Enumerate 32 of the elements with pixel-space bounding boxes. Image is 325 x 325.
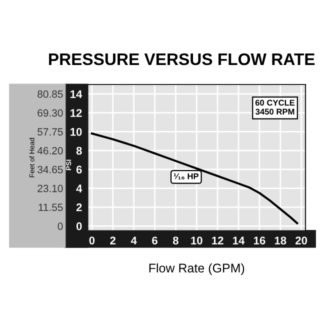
y2-tick-label: 0 [58,222,63,230]
y-tick-label: 14 [70,90,82,98]
x-axis-title: Flow Rate (GPM) [149,263,244,275]
y2-tick-label: 57.75 [38,128,63,136]
y-tick-label: 4 [76,184,82,192]
chart-title: PRESSURE VERSUS FLOW RATE [49,53,315,66]
y-tick-label: 6 [76,166,82,174]
y-tick-label: 0 [76,222,82,230]
y2-tick-label: 11.55 [38,204,63,212]
x-tick-label: 2 [110,236,116,244]
line-series [90,132,298,224]
x-tick-label: 10 [191,236,202,244]
y-tick-label: 12 [70,109,82,117]
y-tick-label: 10 [70,128,82,136]
y2-tick-label: 69.30 [38,109,63,117]
y2-tick-label: 80.85 [38,90,63,98]
y-tick-label: 8 [76,146,82,155]
x-tick-label: 0 [89,236,95,244]
y-tick-label: 2 [76,203,82,212]
x-tick-label: 12 [212,236,224,244]
x-tick-label: 20 [296,236,308,244]
x-tick-label: 8 [172,236,178,244]
y2-tick-label: 34.65 [38,166,63,174]
y2-tick-label: 23.10 [38,184,63,192]
y2-tick-label: 46.20 [37,147,63,154]
annotation: 60 CYCLE 3450 RPM [255,100,295,115]
x-tick-label: 18 [274,236,286,244]
x-tick-label: 6 [152,236,158,244]
x-tick-label: 4 [130,236,137,244]
annotation: ¹⁄₁₆ HP [174,173,199,180]
x-tick-label: 16 [254,236,266,244]
x-tick-label: 14 [233,236,245,244]
